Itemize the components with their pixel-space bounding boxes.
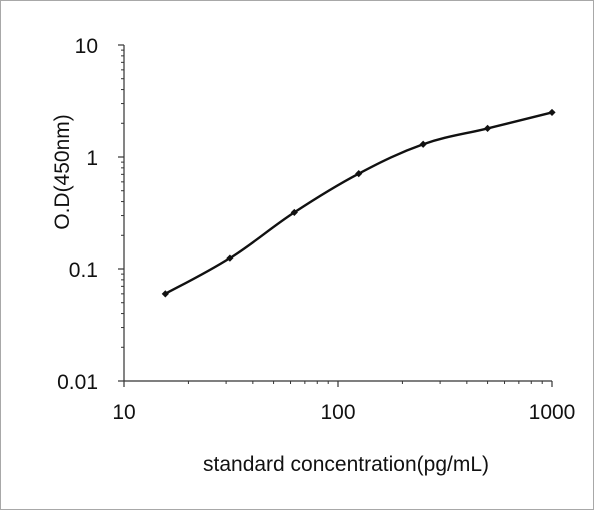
data-point-marker [161, 290, 169, 298]
data-point-marker [355, 170, 363, 178]
y-tick-label: 0.01 [57, 371, 98, 394]
chart-ticks: 0.01 0.1 1 10 10 100 1000 [57, 35, 575, 424]
data-point-marker [226, 254, 234, 262]
x-tick-label: 1000 [529, 401, 576, 424]
chart-series [161, 108, 556, 298]
data-point-marker [290, 208, 298, 217]
data-point-marker [419, 140, 427, 148]
x-axis-title: standard concentration(pg/mL) [203, 453, 489, 476]
y-tick-label: 1 [86, 147, 98, 170]
x-tick-label: 10 [112, 401, 135, 424]
y-axis-title: O.D(450nm) [51, 114, 74, 230]
data-point-marker [548, 108, 556, 117]
y-tick-label: 10 [75, 35, 98, 58]
data-point-marker [483, 124, 492, 133]
y-tick-label: 0.1 [69, 259, 98, 282]
chart-axes [123, 45, 552, 382]
series-line [164, 111, 554, 295]
x-tick-label: 100 [320, 401, 355, 424]
